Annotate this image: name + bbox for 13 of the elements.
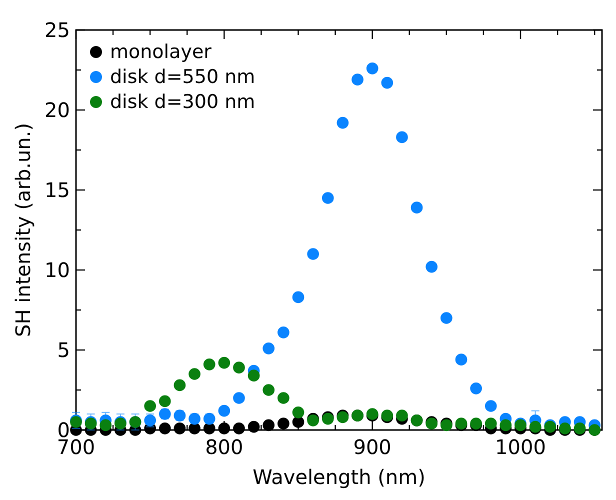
x-tick-label: 1000 [495,435,546,459]
x-axis-title: Wavelength (nm) [252,465,426,489]
y-tick-label: 25 [44,18,70,42]
legend-label: disk d=550 nm [110,66,256,88]
x-tick-label: 800 [205,435,244,459]
x-tick-label: 900 [353,435,392,459]
y-tick-label: 5 [57,338,70,362]
y-tick-label: 20 [44,98,70,122]
y-tick-label: 15 [44,178,70,202]
y-axis-title: SH intensity (arb.un.) [11,122,35,338]
y-tick-label: 10 [44,258,70,282]
legend-label: disk d=300 nm [110,91,256,113]
legend-label: monolayer [110,41,212,63]
